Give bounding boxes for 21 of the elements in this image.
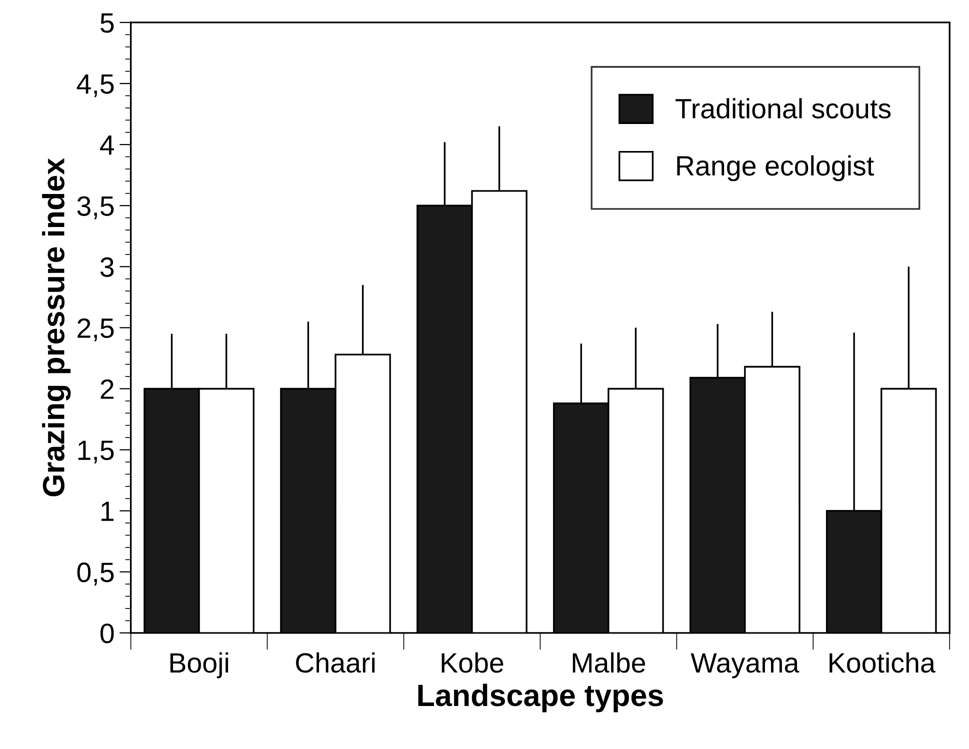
y-tick-label: 0 (100, 624, 114, 644)
y-tick-label: 2 (100, 379, 114, 399)
y-tick-label: 4 (100, 136, 114, 155)
x-tick-label: Kobe (442, 652, 504, 673)
x-tick-label: Booji (170, 652, 228, 678)
x-tick-label: Chaari (296, 652, 375, 673)
y-tick-label: 2,5 (78, 318, 114, 342)
x-tick-label: Kooticha (830, 652, 936, 673)
x-axis-title: Landscape types (418, 684, 663, 712)
x-tick-label: Wayama (690, 653, 800, 678)
y-tick-label: 1 (102, 502, 114, 521)
y-tick-label: 5 (100, 13, 114, 33)
y-tick-label: 1,5 (78, 440, 114, 464)
y-tick-label: 4,5 (76, 74, 114, 98)
y-axis-title: Grazing pressure index (42, 158, 71, 496)
y-tick-label: 3 (100, 257, 114, 277)
legend-label: Traditional scouts (676, 98, 891, 119)
legend-label: Range ecologist (677, 155, 874, 182)
y-tick-label: 3,5 (77, 196, 114, 220)
x-tick-label: Malbe (572, 652, 646, 673)
y-tick-label: 0,5 (77, 562, 114, 586)
